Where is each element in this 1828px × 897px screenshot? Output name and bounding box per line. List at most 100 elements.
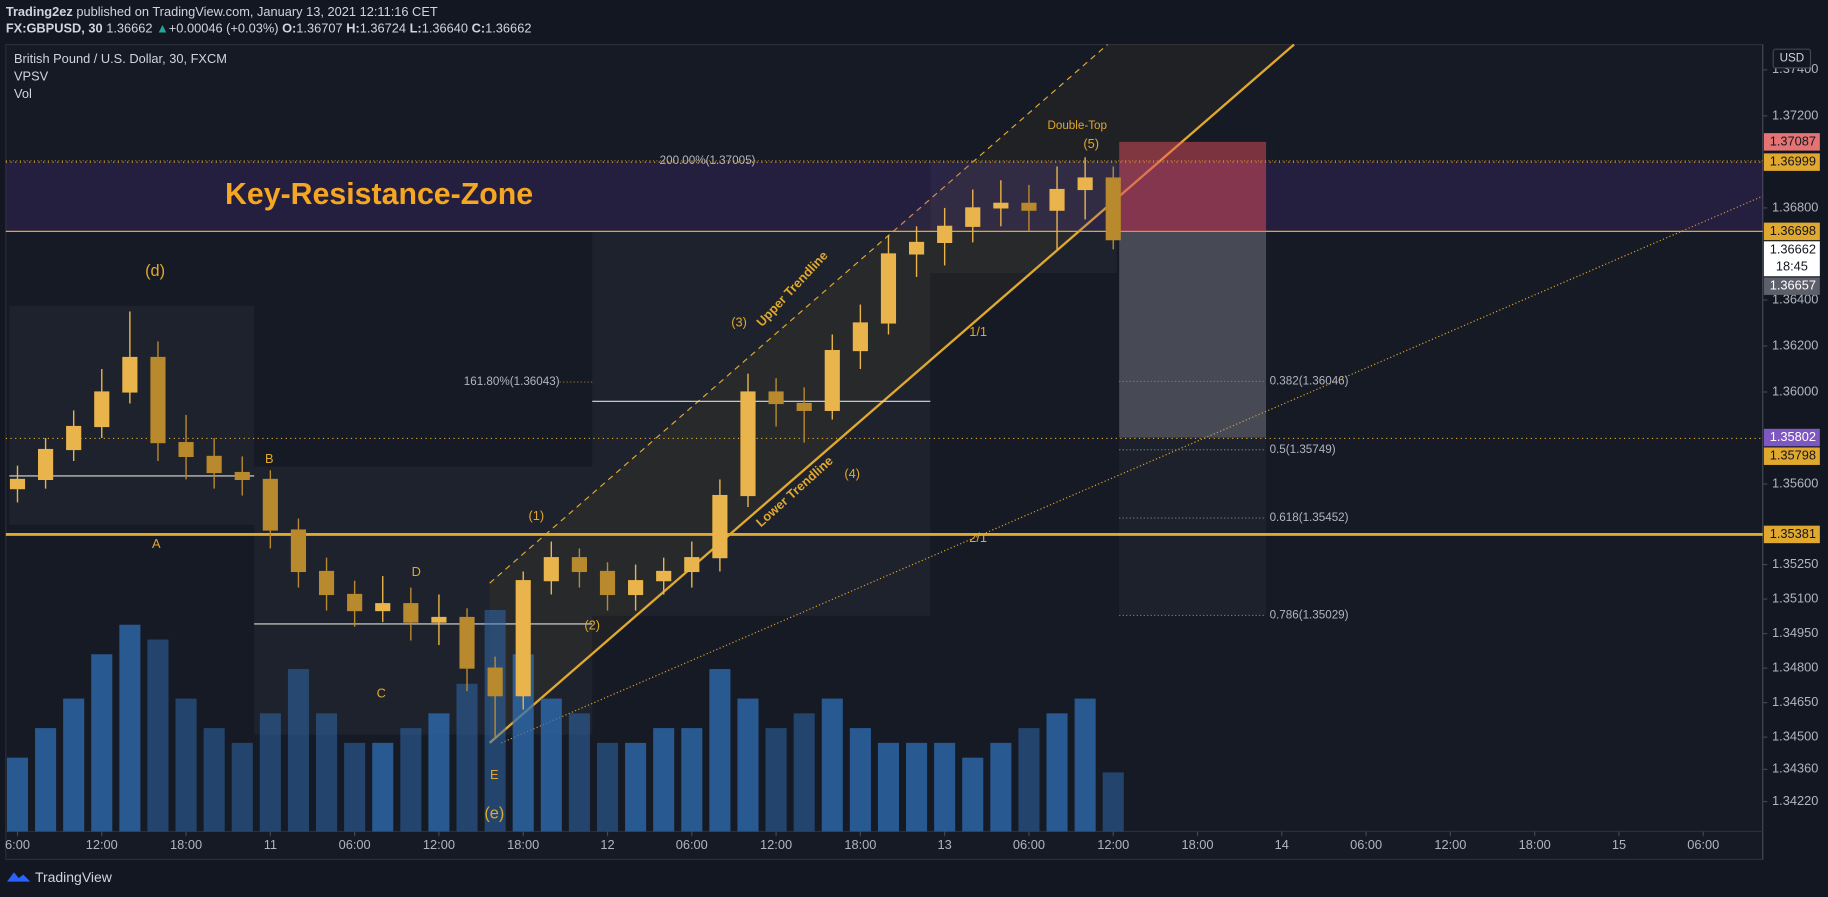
y-tick-label: 1.37200 xyxy=(1772,107,1818,122)
candle-body xyxy=(262,478,278,531)
ohlc-key: L: xyxy=(410,21,422,36)
currency-box[interactable] xyxy=(1772,48,1812,69)
legend-indicator: Vol xyxy=(14,86,32,101)
zone-label: Key-Resistance-Zone xyxy=(225,178,533,211)
volume-bar xyxy=(596,742,619,832)
wave-label: E xyxy=(490,767,499,782)
candle-body xyxy=(66,425,82,451)
price-badge-label: 1.36999 xyxy=(1770,154,1816,169)
x-tick-label: 18:00 xyxy=(170,837,202,852)
volume-bar xyxy=(147,639,169,832)
volume-bar xyxy=(990,742,1012,832)
y-tick-label: 1.34800 xyxy=(1772,659,1818,674)
volume-bar xyxy=(6,757,29,832)
candle-body xyxy=(684,557,700,573)
volume-bar xyxy=(877,742,900,832)
double-top-label: Double-Top xyxy=(1047,119,1107,132)
ohlc-value: 1.36662 xyxy=(485,21,531,36)
fib-label: 0.618(1.35452) xyxy=(1270,511,1349,524)
x-tick-label: 6:00 xyxy=(5,837,30,852)
wave-label: D xyxy=(412,564,421,579)
x-tick-label: 12:00 xyxy=(760,837,792,852)
volume-bar xyxy=(793,713,815,832)
candle-body xyxy=(543,557,559,582)
x-tick-label: 06:00 xyxy=(1350,837,1382,852)
volume-bar xyxy=(512,654,534,832)
candle-body xyxy=(178,442,194,457)
x-tick-label: 06:00 xyxy=(1687,837,1719,852)
countdown: 18:45 xyxy=(1776,258,1808,273)
volume-bar xyxy=(568,713,590,832)
candle-body xyxy=(1105,177,1121,241)
x-tick-label: 12 xyxy=(600,837,614,852)
candle-body xyxy=(94,391,110,428)
price-badge xyxy=(1763,222,1820,241)
volume-bar xyxy=(1074,698,1096,832)
y-tick-label: 1.35600 xyxy=(1772,475,1818,490)
volume-bar xyxy=(175,698,197,832)
candle-body xyxy=(571,557,587,573)
x-tick-label: 18:00 xyxy=(1181,837,1213,852)
symbol-line: FX:GBPUSD, 30 1.36662 ▲+0.00046 (+0.03%)… xyxy=(6,21,532,36)
fan-label: 2/1 xyxy=(969,530,987,545)
y-tick-label: 1.36400 xyxy=(1772,291,1818,306)
upper-trendline xyxy=(489,44,1108,584)
price-badge-label: 1.36662 xyxy=(1770,241,1816,256)
publisher: Trading2ez xyxy=(6,4,73,19)
candle-body xyxy=(824,349,840,411)
candle-body xyxy=(318,570,335,596)
candle-body xyxy=(487,667,503,697)
candle-body xyxy=(599,570,616,596)
x-tick-label: 06:00 xyxy=(339,837,371,852)
published: published on TradingView.com, January 13… xyxy=(76,4,438,19)
wave-label: (4) xyxy=(844,466,860,481)
volume-bar xyxy=(63,698,85,832)
ohlc-value: 1.36707 xyxy=(296,21,342,36)
y-tick-label: 1.34360 xyxy=(1772,761,1818,776)
volume-bar xyxy=(400,728,422,832)
x-tick-label: 18:00 xyxy=(844,837,876,852)
volume-bar xyxy=(709,669,731,832)
fib-label: 0.382(1.36046) xyxy=(1270,374,1349,387)
x-tick-label: 12:00 xyxy=(1097,837,1129,852)
candle-body xyxy=(656,570,672,582)
volume-bar xyxy=(91,654,113,832)
volume-bar xyxy=(344,742,366,832)
volume-bar xyxy=(765,728,787,832)
logo xyxy=(6,872,31,882)
y-tick-label: 1.36800 xyxy=(1772,199,1818,214)
volume-bar xyxy=(906,742,928,832)
candle-body xyxy=(290,529,307,573)
candle-body xyxy=(712,494,728,559)
fib-label: 0.5(1.35749) xyxy=(1270,443,1336,456)
candle-body xyxy=(768,391,784,405)
candle-body xyxy=(852,322,868,352)
candle-body xyxy=(1049,188,1065,211)
resistance-zone xyxy=(5,162,1763,232)
legend-indicator: VPSV xyxy=(14,69,49,84)
x-tick-label: 12:00 xyxy=(86,837,118,852)
price-badge-label: 1.35802 xyxy=(1770,429,1816,444)
fib-label: 0.786(1.35029) xyxy=(1270,608,1349,621)
wave-label: A xyxy=(152,536,161,551)
volume-bar xyxy=(231,742,253,832)
y-tick-label: 1.35250 xyxy=(1772,556,1818,571)
y-tick-label: 1.34500 xyxy=(1772,729,1818,744)
extension-label: 200.00%(1.37005) xyxy=(660,154,756,167)
y-tick-label: 1.34650 xyxy=(1772,694,1818,709)
wave-label: (2) xyxy=(584,618,600,633)
candle-body xyxy=(937,225,953,244)
candle-body xyxy=(375,603,391,612)
stop-zone xyxy=(1119,141,1267,232)
candle-body xyxy=(993,202,1009,209)
volume-bar xyxy=(316,713,338,832)
x-tick-label: 14 xyxy=(1275,837,1289,852)
x-tick-label: 18:00 xyxy=(507,837,539,852)
volume-bar xyxy=(962,757,984,832)
volume-bar xyxy=(1018,728,1040,832)
footer-brand: TradingView xyxy=(35,869,113,885)
candle-body xyxy=(459,616,475,669)
ohlc-value: 1.36724 xyxy=(360,21,406,36)
candle-body xyxy=(740,391,756,497)
